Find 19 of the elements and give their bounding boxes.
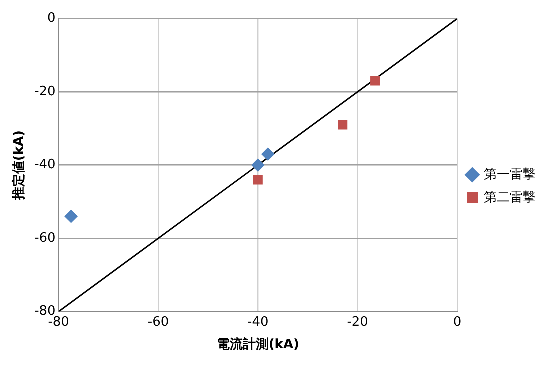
y-tick-label: 0 [48,11,56,26]
x-tick-label: -60 [148,314,170,330]
point [252,158,265,172]
point [64,210,78,224]
point [338,120,348,130]
y-tick-label: -40 [34,158,56,173]
point [253,175,263,185]
y-tick-label: -20 [34,84,56,100]
y-tick-label: -60 [34,230,56,246]
x-tick-label: -20 [347,314,368,330]
legend-label: 第一雷撃 [484,167,536,182]
x-tick-label: -80 [48,314,70,330]
x-tick-label: 0 [453,314,462,330]
x-tick-label: -40 [248,314,269,330]
y-axis-title: 推定値(kA) [11,130,28,202]
point [262,148,275,161]
legend-label: 第二雷撃 [484,190,536,206]
x-axis-title: 電流計測(kA) [216,336,300,353]
point [370,76,380,86]
